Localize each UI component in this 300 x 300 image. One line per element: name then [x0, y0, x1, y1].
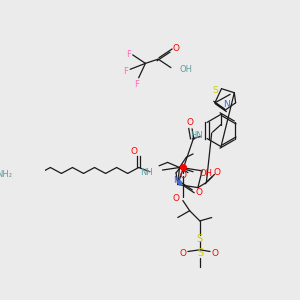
Text: HN: HN — [190, 131, 203, 140]
Text: O: O — [179, 171, 186, 180]
Text: OH: OH — [179, 65, 192, 74]
Text: NH₂: NH₂ — [0, 170, 12, 179]
Text: S: S — [198, 248, 204, 258]
Text: O: O — [214, 168, 221, 177]
Text: O: O — [212, 249, 219, 258]
Text: O: O — [172, 44, 179, 52]
Text: N: N — [173, 176, 179, 185]
Text: NH: NH — [140, 168, 153, 177]
Text: O: O — [196, 188, 202, 197]
Text: S: S — [213, 86, 218, 95]
Text: O: O — [179, 249, 186, 258]
Text: O: O — [172, 194, 180, 203]
Text: F: F — [124, 67, 128, 76]
Text: F: F — [134, 80, 140, 89]
Text: O: O — [186, 118, 193, 127]
Text: S: S — [196, 234, 202, 244]
Text: O: O — [130, 147, 137, 156]
Text: OH: OH — [200, 169, 213, 178]
Text: F: F — [126, 50, 131, 59]
Text: N: N — [224, 100, 230, 109]
